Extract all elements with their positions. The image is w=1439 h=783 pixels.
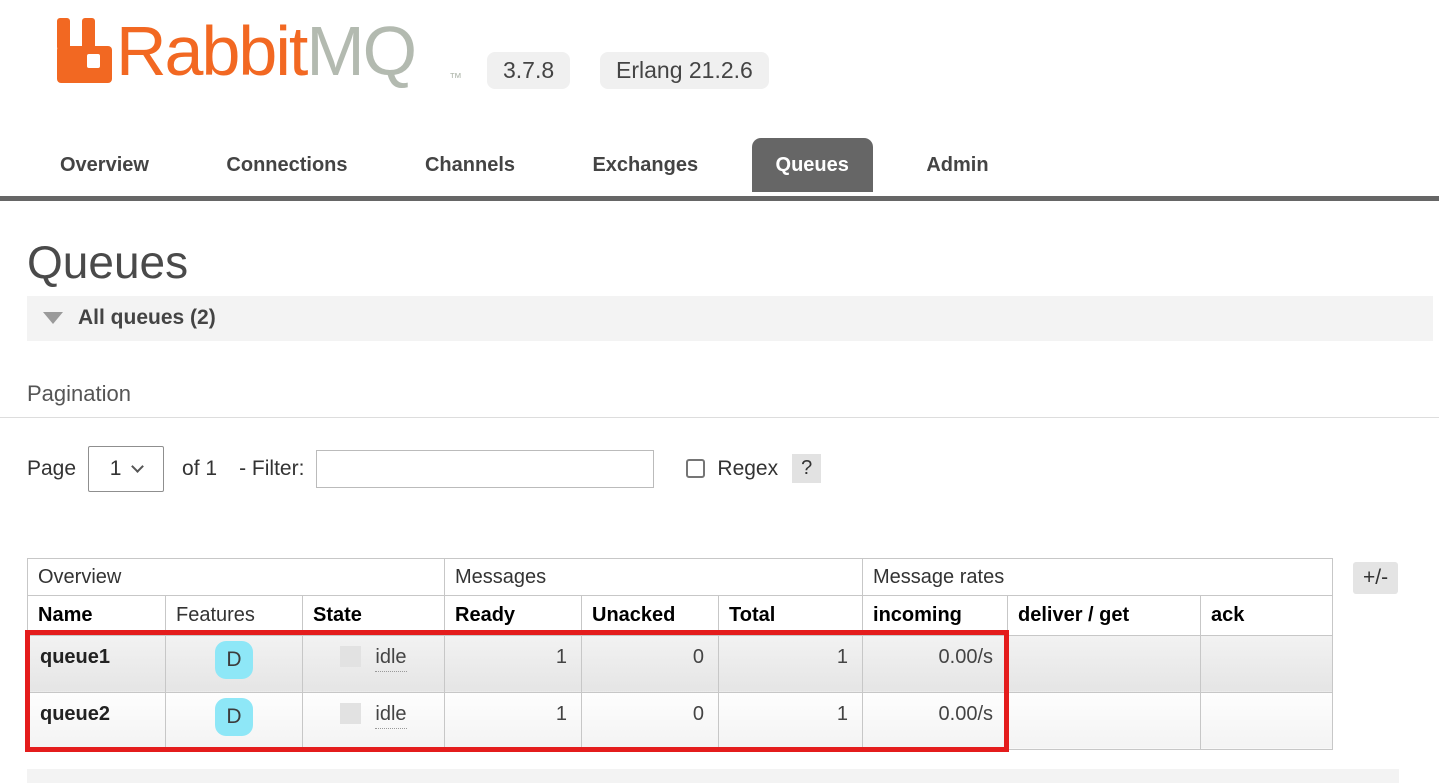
deliver-get-rate-cell	[1007, 691, 1202, 750]
column-header-ready[interactable]: Ready	[444, 594, 582, 636]
state-indicator-icon	[340, 645, 362, 667]
toggle-columns-button[interactable]: +/-	[1353, 561, 1399, 594]
rabbit-icon	[57, 18, 112, 83]
page-select[interactable]: 1	[88, 445, 165, 492]
group-header-messages: Messages	[443, 557, 864, 596]
next-section-bar[interactable]	[27, 769, 1399, 783]
tab-exchanges[interactable]: Exchanges	[592, 154, 699, 176]
unacked-count-cell: 0	[581, 634, 719, 693]
unacked-count-cell: 0	[581, 691, 719, 750]
total-count-cell: 1	[717, 691, 864, 750]
all-queues-label: All queues (2)	[78, 306, 216, 330]
ack-rate-cell	[1200, 691, 1334, 750]
incoming-rate-cell: 0.00/s	[862, 634, 1009, 693]
pagination-controls: Page 1 of 1 - Filter: Regex ?	[27, 445, 1439, 492]
main-content: Queues All queues (2) Pagination Page 1 …	[0, 237, 1439, 750]
tab-admin[interactable]: Admin	[926, 154, 989, 176]
column-header-incoming[interactable]: incoming	[862, 594, 1009, 636]
ready-count-cell: 1	[444, 691, 582, 750]
tab-overview[interactable]: Overview	[60, 154, 149, 176]
queue-name-link[interactable]: queue2	[27, 691, 166, 750]
tab-connections[interactable]: Connections	[226, 154, 348, 176]
group-header-overview: Overview	[27, 557, 445, 596]
table-column-header-row: Name Features State Ready Unacked Total …	[27, 594, 1334, 636]
incoming-rate-cell: 0.00/s	[862, 691, 1009, 750]
rabbitmq-version-badge: 3.7.8	[487, 52, 571, 89]
column-header-deliver-get[interactable]: deliver / get	[1007, 594, 1202, 636]
table-group-header-row: Overview Messages Message rates	[27, 557, 1334, 596]
table-row-queue1: queue1 D idle 1 0 1 0.00/s	[27, 634, 1334, 693]
deliver-get-rate-cell	[1007, 634, 1202, 693]
logo-wordmark: RabbitMQ	[116, 16, 417, 86]
trademark-symbol: ™	[449, 70, 462, 85]
triangle-down-icon	[43, 312, 63, 325]
erlang-version-badge: Erlang 21.2.6	[600, 52, 769, 89]
chevron-down-icon	[131, 460, 145, 473]
regex-label: Regex	[717, 456, 779, 480]
page-title: Queues	[27, 236, 189, 288]
column-header-features: Features	[165, 594, 303, 636]
page-label: Page	[27, 456, 77, 480]
state-indicator-icon	[340, 702, 362, 724]
table-row-queue2: queue2 D idle 1 0 1 0.00/s	[27, 691, 1334, 750]
total-count-cell: 1	[717, 634, 864, 693]
durable-badge: D	[215, 697, 253, 736]
logo-text-mq: MQ	[306, 12, 417, 90]
queues-table: Overview Messages Message rates Name Fea…	[27, 557, 1334, 750]
ack-rate-cell	[1200, 634, 1334, 693]
durable-badge: D	[215, 640, 253, 679]
queue-state-cell: idle	[302, 691, 445, 750]
column-header-total[interactable]: Total	[717, 594, 864, 636]
state-label[interactable]: idle	[375, 645, 407, 672]
pagination-divider	[0, 416, 1439, 418]
column-header-state[interactable]: State	[302, 594, 445, 636]
logo-text-rabbit: Rabbit	[116, 12, 308, 90]
pagination-section-title: Pagination	[27, 380, 131, 406]
state-label[interactable]: idle	[375, 702, 407, 729]
queues-table-area: Overview Messages Message rates Name Fea…	[27, 557, 1439, 750]
ready-count-cell: 1	[444, 634, 582, 693]
header: RabbitMQ ™ 3.7.8 Erlang 21.2.6	[0, 0, 1439, 138]
column-header-name[interactable]: Name	[27, 594, 166, 636]
tab-queues[interactable]: Queues	[751, 138, 873, 192]
column-header-ack[interactable]: ack	[1200, 594, 1334, 636]
group-header-message-rates: Message rates	[862, 557, 1334, 596]
queue-name-link[interactable]: queue1	[27, 634, 166, 693]
page-count-label: of 1	[182, 456, 218, 480]
all-queues-section-toggle[interactable]: All queues (2)	[27, 295, 1433, 341]
regex-checkbox[interactable]	[686, 459, 706, 479]
page-select-value: 1	[109, 456, 122, 480]
tab-bar: Overview Connections Channels Exchanges …	[0, 138, 1439, 201]
queue-features-cell: D	[165, 634, 303, 693]
filter-input[interactable]	[316, 449, 655, 488]
queue-features-cell: D	[165, 691, 303, 750]
column-header-unacked[interactable]: Unacked	[581, 594, 719, 636]
filter-label: - Filter:	[239, 456, 305, 480]
queue-state-cell: idle	[302, 634, 445, 693]
tab-channels[interactable]: Channels	[424, 154, 516, 176]
regex-help-button[interactable]: ?	[792, 454, 822, 484]
